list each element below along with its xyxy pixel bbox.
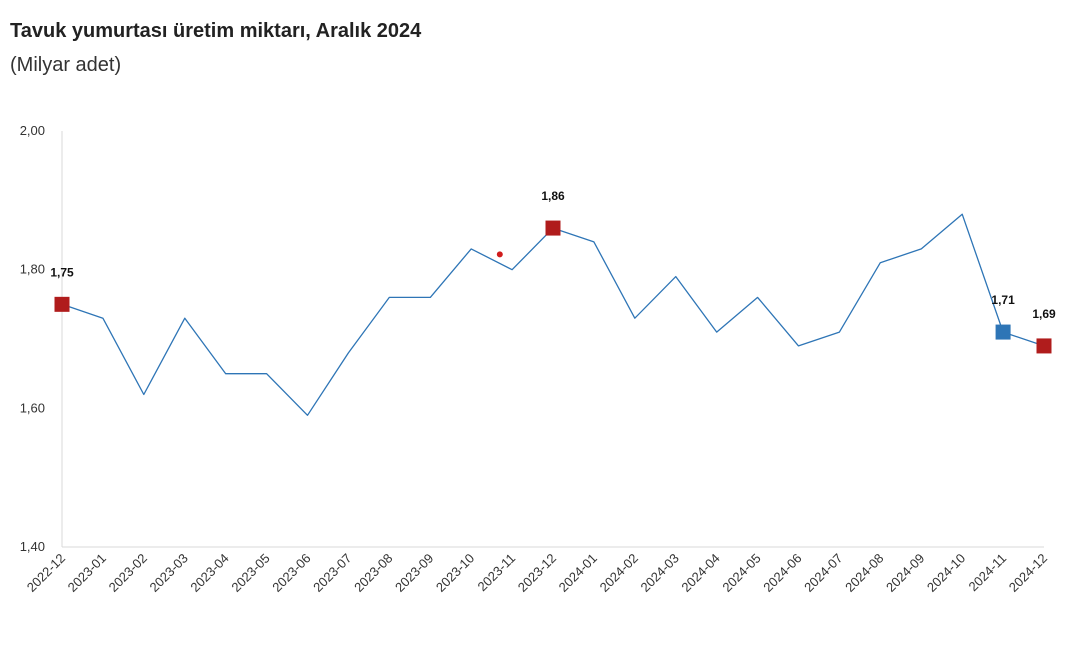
annotation-dot xyxy=(496,251,503,258)
x-tick-label: 2024-04 xyxy=(678,551,722,595)
x-tick-label: 2023-04 xyxy=(187,551,231,595)
x-tick-label: 2024-03 xyxy=(638,551,682,595)
x-tick-label: 2024-11 xyxy=(966,551,1010,595)
x-tick-label: 2023-03 xyxy=(147,551,191,595)
highlight-layer: 1,75 1,86 1,71 1,69 xyxy=(50,189,1056,354)
data-label: 1,71 xyxy=(991,293,1015,307)
x-tick-label: 2024-12 xyxy=(1006,551,1050,595)
x-tick-label: 2023-01 xyxy=(65,551,109,595)
data-label: 1,75 xyxy=(50,265,74,279)
x-tick-label: 2023-09 xyxy=(392,551,436,595)
x-tick-label: 2024-05 xyxy=(719,551,763,595)
x-tick-label: 2024-06 xyxy=(760,551,804,595)
x-tick-label: 2023-12 xyxy=(515,551,559,595)
highlight-marker xyxy=(995,324,1011,340)
y-tick-label: 2,00 xyxy=(20,123,45,138)
series-line xyxy=(61,213,1045,416)
x-tick-label: 2022-12 xyxy=(24,551,68,595)
x-tick-label: 2023-06 xyxy=(269,551,313,595)
chart-title: Tavuk yumurtası üretim miktarı, Aralık 2… xyxy=(10,20,422,42)
chart-subtitle: (Milyar adet) xyxy=(10,54,122,76)
x-axis: 2022-122023-012023-022023-032023-042023-… xyxy=(24,546,1050,595)
x-tick-label: 2024-08 xyxy=(842,551,886,595)
series-layer xyxy=(61,213,1045,416)
x-tick-label: 2024-07 xyxy=(801,551,845,595)
x-tick-label: 2023-02 xyxy=(106,551,150,595)
y-tick-label: 1,60 xyxy=(20,400,45,415)
highlight-marker xyxy=(545,220,561,236)
y-tick-label: 1,40 xyxy=(20,539,45,554)
y-tick-label: 1,80 xyxy=(20,262,45,277)
data-label: 1,86 xyxy=(541,189,565,203)
highlight-marker xyxy=(1036,338,1052,354)
x-tick-label: 2024-09 xyxy=(883,551,927,595)
x-tick-label: 2023-07 xyxy=(310,551,354,595)
x-tick-label: 2024-10 xyxy=(924,551,968,595)
x-tick-label: 2023-05 xyxy=(228,551,272,595)
x-tick-label: 2024-02 xyxy=(597,551,641,595)
x-tick-label: 2023-11 xyxy=(475,551,519,595)
x-tick-label: 2023-10 xyxy=(433,551,477,595)
y-axis: 1,40 1,60 1,80 2,00 xyxy=(20,123,63,554)
data-label: 1,69 xyxy=(1032,307,1056,321)
x-tick-label: 2023-08 xyxy=(351,551,395,595)
x-tick-label: 2024-01 xyxy=(556,551,600,595)
highlight-marker xyxy=(54,296,70,312)
